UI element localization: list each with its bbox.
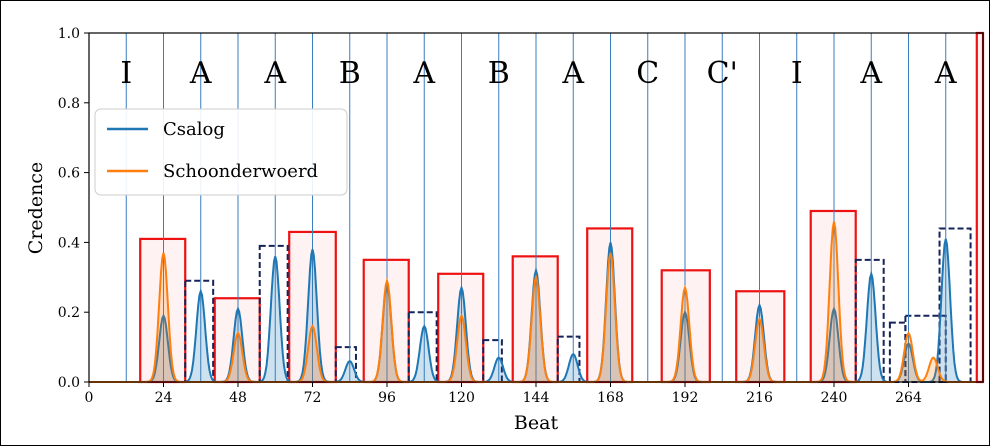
y-tick-label-2: 0.4 — [58, 235, 80, 251]
y-tick-label-1: 0.2 — [58, 305, 80, 321]
x-tick-label-3: 72 — [304, 390, 322, 406]
x-tick-label-11: 264 — [895, 390, 922, 406]
x-tick-label-5: 120 — [448, 390, 475, 406]
y-tick-label-0: 0.0 — [58, 375, 80, 391]
section-label-7: C — [636, 56, 659, 91]
series-areas — [89, 221, 976, 383]
x-tick-label-9: 216 — [746, 390, 773, 406]
x-tick-label-7: 168 — [597, 390, 624, 406]
section-label-1: A — [189, 56, 212, 91]
x-tick-label-0: 0 — [85, 390, 94, 406]
section-label-6: A — [561, 56, 584, 91]
y-tick-label-3: 0.6 — [58, 166, 80, 182]
section-label-2: A — [263, 56, 286, 91]
y-tick-label-4: 0.8 — [58, 96, 80, 112]
legend-label-csalog: Csalog — [163, 119, 225, 140]
y-axis-title: Credence — [25, 162, 47, 254]
section-label-11: A — [934, 56, 957, 91]
series-fill-schoonderwoerd — [89, 221, 976, 382]
x-tick-label-2: 48 — [229, 390, 247, 406]
red-box-10 — [975, 31, 985, 384]
x-tick-label-8: 192 — [672, 390, 699, 406]
dashed-box-0 — [184, 279, 215, 384]
x-tick-label-6: 144 — [523, 390, 550, 406]
x-tick-label-10: 240 — [821, 390, 848, 406]
y-tick-label-5: 1.0 — [58, 26, 80, 42]
section-label-5: B — [488, 56, 510, 91]
legend-box — [94, 108, 348, 196]
legend: Csalog Schoonderwoerd — [94, 108, 348, 196]
section-boundaries — [125, 33, 947, 382]
section-label-10: A — [859, 56, 882, 91]
axis-ticks: 0 24 48 72 96 120 144 168 192 216 240 264 0.0 0.2 0.4 0… — [58, 26, 922, 406]
series-line-schoonderwoerd — [89, 221, 976, 383]
section-label-0: I — [120, 56, 132, 91]
section-label-8: C' — [707, 56, 738, 91]
section-label-4: A — [412, 56, 435, 91]
dashed-box-1 — [258, 244, 289, 383]
legend-label-schoonderwoerd: Schoonderwoerd — [163, 161, 318, 182]
section-labels: I A A B A B A C C' I A A — [120, 56, 957, 91]
x-axis-title: Beat — [514, 412, 559, 434]
x-tick-label-4: 96 — [378, 390, 396, 406]
section-label-9: I — [791, 56, 803, 91]
section-label-3: B — [339, 56, 361, 91]
x-tick-label-1: 24 — [155, 390, 173, 406]
